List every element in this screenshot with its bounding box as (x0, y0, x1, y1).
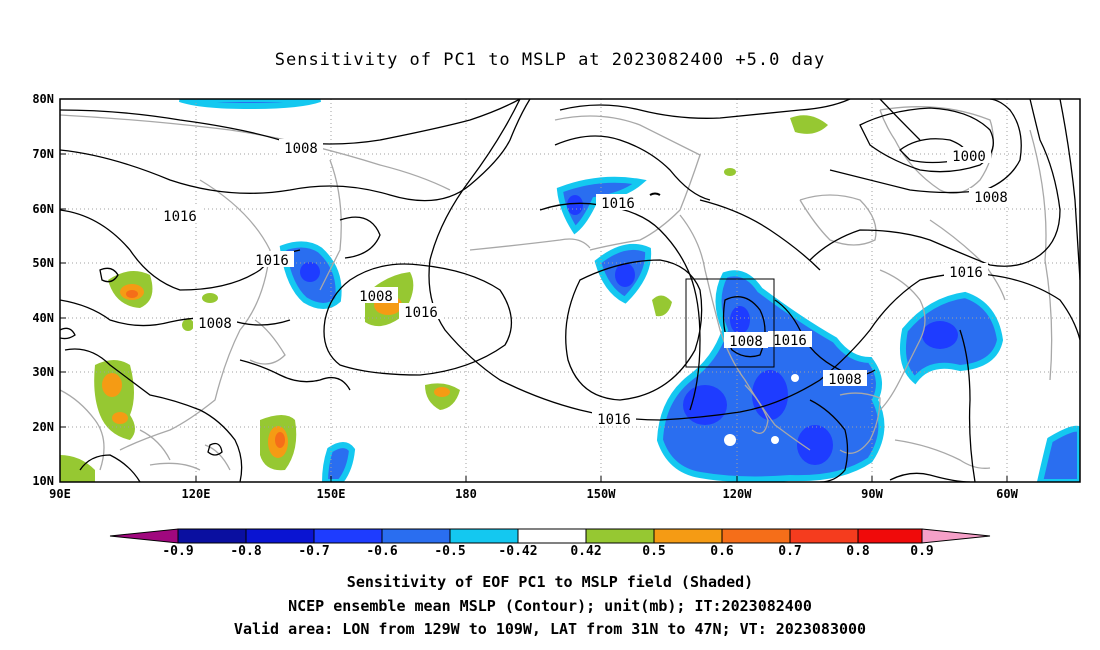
colorbar (109, 528, 991, 544)
grid-lines (60, 99, 1080, 482)
coast-labrador (929, 219, 1006, 301)
shade-top-blue (179, 99, 321, 110)
colorbar-label: -0.42 (498, 544, 538, 559)
colorbar-cell (789, 528, 859, 544)
shade-green-8 (652, 295, 672, 317)
colorbar-label: 0.5 (642, 544, 666, 559)
contour-label: 1016 (773, 333, 807, 349)
colorbar-cell (721, 528, 791, 544)
contour-label: 1008 (828, 372, 862, 388)
lon-label: 120E (181, 487, 211, 501)
contour-label: 1008 (284, 141, 318, 157)
colorbar-cell (585, 528, 655, 544)
coast-asia-east (119, 179, 271, 451)
map-frame (59, 98, 1081, 483)
coast-indonesia (149, 444, 231, 471)
shade-green-5 (60, 455, 95, 482)
coast-baja (744, 384, 769, 434)
shade-bering-blue (556, 176, 647, 235)
coastlines (60, 106, 1053, 471)
coast-asia-arctic (60, 114, 451, 191)
lon-label: 120W (722, 487, 752, 501)
colorbar-cell (177, 528, 247, 544)
colorbar-label: 0.9 (910, 544, 934, 559)
contour-label: 1016 (597, 412, 631, 428)
map-title: Sensitivity of PC1 to MSLP at 2023082400… (274, 50, 826, 70)
tick-marks (60, 153, 1008, 482)
colorbar-cell (449, 528, 519, 544)
colorbar-label: -0.9 (162, 544, 194, 559)
contour-label: 1008 (359, 289, 393, 305)
contour-label: 1016 (949, 265, 983, 281)
colorbar-label: 0.6 (710, 544, 734, 559)
colorbar-cell (245, 528, 315, 544)
contour-label: 1016 (163, 209, 197, 225)
coast-na-west (679, 214, 811, 451)
contour-label: 1016 (601, 196, 635, 212)
colorbar-label: -0.6 (366, 544, 398, 559)
lon-label: 180 (455, 487, 477, 501)
lon-label: 150W (586, 487, 616, 501)
shaded-field (60, 99, 1080, 482)
contour-label: 1008 (729, 334, 763, 350)
colorbar-label: 0.7 (778, 544, 802, 559)
colorbar-cell (857, 528, 923, 544)
colorbar-cell (921, 528, 991, 544)
lat-label: 60N (32, 202, 54, 216)
colorbar-cell (381, 528, 451, 544)
shade-seatl-blue (1036, 425, 1080, 482)
coast-na-east (879, 269, 926, 411)
colorbar-cell (517, 528, 587, 544)
coast-caribbean (894, 439, 991, 469)
colorbar-label: -0.7 (298, 544, 330, 559)
lat-label: 30N (32, 365, 54, 379)
colorbar-label: 0.8 (846, 544, 870, 559)
coast-gulf (839, 392, 881, 454)
colorbar-label: -0.8 (230, 544, 262, 559)
contour-label: 1016 (255, 253, 289, 269)
isobar-contours (60, 99, 1080, 482)
contour-label: 1008 (974, 190, 1008, 206)
lon-label: 90E (49, 487, 71, 501)
coast-hudson (799, 194, 877, 246)
lat-label: 20N (32, 420, 54, 434)
colorbar-cell (653, 528, 723, 544)
contour-label: 1016 (404, 305, 438, 321)
lat-label: 40N (32, 311, 54, 325)
coast-alaska (554, 115, 701, 251)
shade-pacific-blue (321, 442, 356, 482)
coast-atlantic-east (1029, 129, 1053, 381)
colorbar-cell (109, 528, 179, 544)
caption-valid-area: Valid area: LON from 129W to 109W, LAT f… (233, 620, 867, 638)
coast-greenland (879, 106, 994, 194)
coast-kamchatka (319, 159, 342, 291)
colorbar-label: -0.5 (434, 544, 466, 559)
lat-label: 50N (32, 256, 54, 270)
valid-area-box (685, 278, 775, 368)
shade-green-7 (790, 115, 828, 134)
lat-label: 70N (32, 147, 54, 161)
caption-shaded: Sensitivity of EOF PC1 to MSLP field (Sh… (346, 573, 754, 591)
colorbar-label: 0.42 (570, 544, 602, 559)
coast-japan (249, 319, 286, 365)
lon-label: 60W (996, 487, 1018, 501)
lat-label: 80N (32, 92, 54, 106)
contour-label: 1008 (198, 316, 232, 332)
lon-label: 90W (861, 487, 883, 501)
coast-sea-peninsula (60, 389, 171, 471)
colorbar-cell (313, 528, 383, 544)
lon-label: 150E (316, 487, 346, 501)
coast-aleutians (469, 238, 591, 251)
lat-label: 10N (32, 474, 54, 488)
contour-label: 1000 (952, 149, 986, 165)
caption-contour: NCEP ensemble mean MSLP (Contour); unit(… (288, 597, 812, 615)
contour-label-group: 1008 1016 1016 1008 1008 1016 1016 1016 … (158, 139, 1013, 428)
